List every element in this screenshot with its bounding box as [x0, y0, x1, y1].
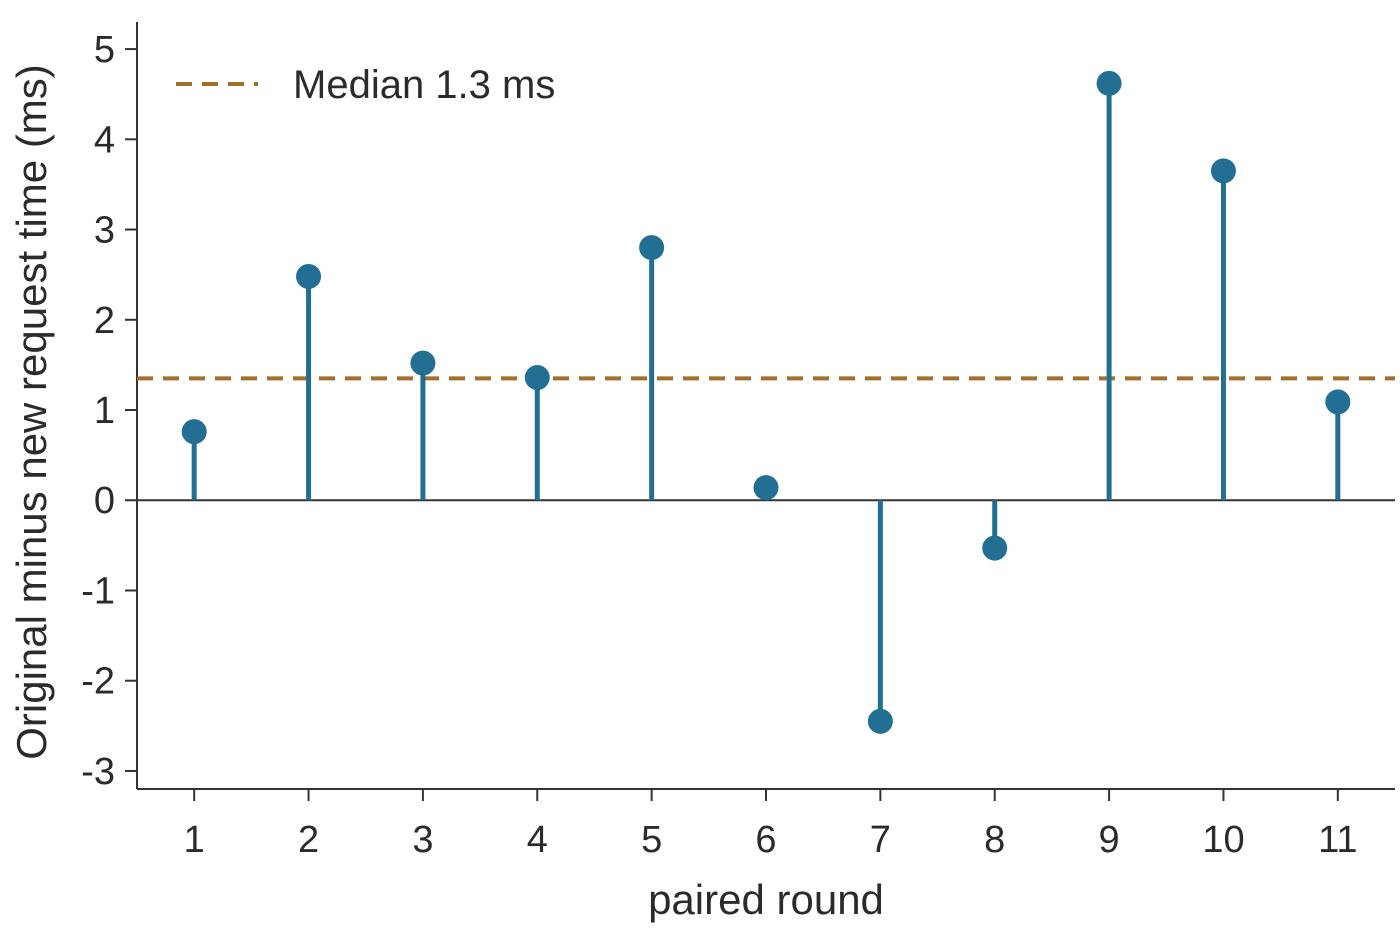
x-tick-label: 7 [870, 819, 891, 861]
x-tick-label: 9 [1099, 819, 1120, 861]
y-tick-label: -3 [81, 751, 115, 793]
stem-marker [1096, 70, 1122, 96]
y-tick-label: 1 [94, 390, 115, 432]
y-tick-label: 5 [94, 29, 115, 71]
stem-marker [867, 708, 893, 734]
x-tick-label: 4 [527, 819, 548, 861]
x-tick-label: 11 [1318, 819, 1357, 861]
stem-marker [524, 365, 550, 391]
x-tick-label: 5 [641, 819, 662, 861]
stem-marker [1210, 158, 1236, 184]
y-tick-label: 0 [94, 480, 115, 522]
legend-median-label: Median 1.3 ms [293, 63, 555, 107]
x-axis: 1 2 3 4 5 6 7 8 9 10 11 [137, 788, 1395, 861]
markers [181, 70, 1351, 734]
stem-marker [639, 235, 665, 261]
stem-marker [1325, 389, 1351, 415]
y-tick-label: 2 [94, 300, 115, 342]
stem-marker [410, 350, 436, 376]
x-axis-label: paired round [648, 876, 884, 923]
stems [191, 83, 1341, 722]
y-axis-label: Original minus new request time (ms) [8, 64, 55, 760]
x-tick-label: 1 [184, 819, 205, 861]
legend: Median 1.3 ms [176, 63, 555, 107]
y-axis: -3 -2 -1 0 1 2 3 4 5 [81, 22, 138, 793]
x-tick-label: 2 [298, 819, 319, 861]
y-tick-label: 3 [94, 210, 115, 252]
stem-marker [982, 535, 1008, 561]
stem-marker [753, 475, 779, 501]
x-tick-label: 10 [1202, 819, 1244, 861]
stem-marker [296, 263, 322, 289]
x-tick-label: 8 [984, 819, 1005, 861]
x-tick-label: 6 [755, 819, 776, 861]
y-tick-label: 4 [94, 119, 115, 161]
y-tick-label: -1 [81, 570, 115, 612]
y-tick-label: -2 [81, 661, 115, 703]
x-tick-label: 3 [412, 819, 433, 861]
stem-marker [181, 419, 207, 445]
